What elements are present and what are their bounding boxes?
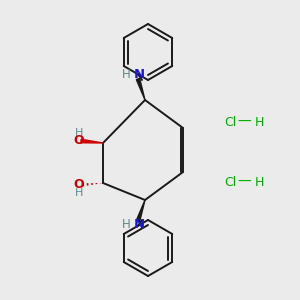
Text: N: N (134, 68, 145, 82)
Text: Cl: Cl (224, 116, 236, 128)
Text: H: H (255, 176, 264, 188)
Text: H: H (75, 128, 83, 138)
Text: H: H (75, 188, 83, 198)
Text: H: H (255, 116, 264, 128)
Text: O: O (74, 178, 84, 191)
Text: O: O (74, 134, 84, 148)
Polygon shape (81, 139, 103, 143)
Text: Cl: Cl (224, 176, 236, 188)
Text: N: N (134, 218, 145, 232)
Polygon shape (136, 78, 145, 100)
Text: H: H (122, 218, 130, 232)
Text: H: H (122, 68, 130, 82)
Polygon shape (136, 200, 145, 222)
Text: —: — (237, 175, 251, 189)
Text: —: — (237, 115, 251, 129)
